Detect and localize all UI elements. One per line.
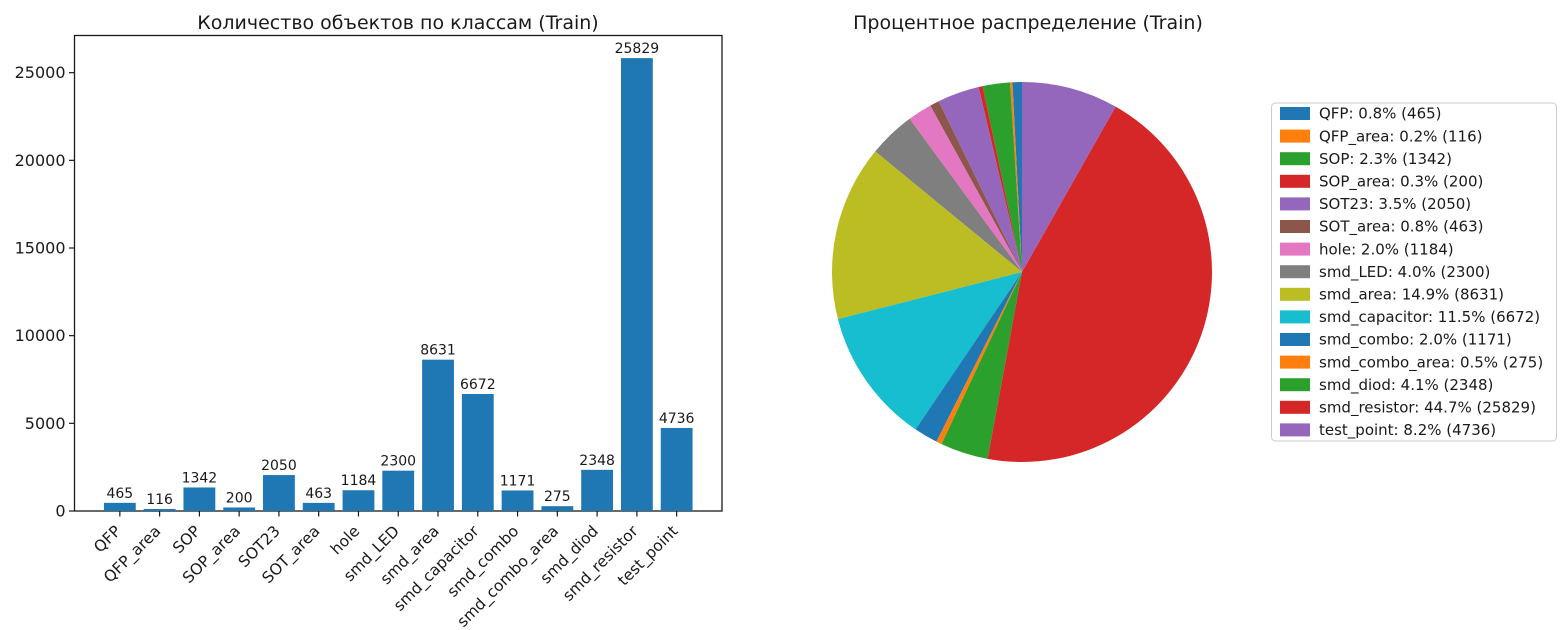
y-tick-label: 5000	[25, 414, 66, 433]
pie-slice-smd_combo	[915, 272, 1022, 442]
legend-entry-test_point: test_point: 8.2% (4736)	[1319, 421, 1496, 440]
bar-value-label: 200	[226, 490, 253, 506]
legend-entry-smd_area: smd_area: 14.9% (8631)	[1319, 286, 1504, 305]
pie-slice-smd_area	[831, 151, 1022, 320]
legend-entry-smd_LED: smd_LED: 4.0% (2300)	[1319, 263, 1490, 282]
pie-slice-SOP	[982, 82, 1022, 272]
bar-value-label: 8631	[420, 343, 456, 359]
legend-entry-SOT23: SOT23: 3.5% (2050)	[1319, 195, 1471, 213]
pie-slice-QFP	[1012, 81, 1022, 272]
legend-entry-SOP_area: SOP_area: 0.3% (200)	[1319, 173, 1483, 192]
bar-value-label: 2050	[261, 458, 297, 474]
pie-slice-SOT_area	[930, 101, 1022, 272]
y-tick-label: 15000	[15, 239, 66, 258]
legend-entry-smd_capacitor: smd_capacitor: 11.5% (6672)	[1319, 308, 1540, 327]
legend-swatch-SOP	[1280, 152, 1310, 166]
legend-entry-hole: hole: 2.0% (1184)	[1319, 240, 1454, 258]
legend-swatch-QFP	[1280, 107, 1310, 120]
legend-swatch-smd_combo_area	[1280, 355, 1310, 369]
pie-slice-QFP_area	[1010, 82, 1022, 273]
bar-smd_combo_area	[541, 506, 574, 511]
pie-slice-SOP_area	[978, 86, 1022, 272]
legend-swatch-QFP_area	[1280, 129, 1310, 143]
legend-swatch-SOP_area	[1280, 174, 1310, 188]
bar-smd_capacitor	[461, 394, 494, 511]
bar-value-label: 2348	[579, 453, 615, 469]
bar-SOT23	[263, 475, 295, 511]
legend-swatch-smd_diod	[1280, 378, 1310, 392]
legend-swatch-smd_area	[1280, 287, 1310, 301]
bar-value-label: 25829	[615, 41, 660, 57]
legend-swatch-smd_LED	[1280, 265, 1310, 279]
legend-entry-smd_combo: smd_combo: 2.0% (1171)	[1319, 331, 1512, 350]
pie-slice-smd_diod	[941, 272, 1022, 459]
legend-entry-smd_resistor: smd_resistor: 44.7% (25829)	[1319, 399, 1536, 418]
bar-value-label: 465	[106, 486, 133, 502]
legend-swatch-test_point	[1280, 423, 1310, 437]
pie-slice-smd_capacitor	[837, 272, 1022, 430]
pie-slice-SOT23	[938, 87, 1022, 272]
bar-test_point	[660, 427, 693, 511]
bar-QFP_area	[143, 508, 176, 511]
bar-value-label: 275	[544, 489, 571, 505]
bar-value-label: 1342	[182, 470, 218, 486]
bar-value-label: 463	[305, 486, 332, 502]
pie-chart-title: Процентное распределение (Train)	[853, 12, 1203, 34]
legend-entry-smd_combo_area: smd_combo_area: 0.5% (275)	[1319, 353, 1543, 372]
y-tick-label: 20000	[15, 151, 66, 170]
bar-smd_combo	[501, 490, 534, 511]
pie-slice-smd_combo_area	[936, 272, 1022, 445]
pie-slice-test_point	[1022, 82, 1116, 272]
bar-chart: 0500010000150002000025000465QFP116QFP_ar…	[15, 34, 723, 630]
bar-value-label: 6672	[460, 377, 496, 393]
bar-smd_diod	[581, 469, 614, 511]
bar-smd_LED	[382, 470, 415, 511]
legend-swatch-SOT23	[1280, 197, 1310, 211]
y-tick-label: 25000	[15, 63, 66, 82]
bar-value-label: 1184	[341, 473, 377, 489]
legend-entry-SOP: SOP: 2.3% (1342)	[1319, 150, 1452, 168]
legend-swatch-SOT_area	[1280, 220, 1310, 233]
bar-value-label: 116	[146, 492, 173, 508]
bar-value-label: 1171	[500, 473, 536, 489]
x-tick-label: SOP	[169, 522, 204, 557]
legend-entry-SOT_area: SOT_area: 0.8% (463)	[1319, 218, 1483, 237]
bar-smd_area	[422, 359, 454, 511]
y-tick-label: 10000	[15, 326, 66, 345]
legend-swatch-smd_capacitor	[1280, 310, 1310, 324]
legend-swatch-hole	[1280, 242, 1310, 256]
legend-entry-QFP_area: QFP_area: 0.2% (116)	[1319, 127, 1482, 146]
bar-SOT_area	[302, 502, 335, 511]
pie-slice-hole	[909, 105, 1022, 272]
pie-chart	[831, 81, 1213, 463]
x-tick-label: hole	[327, 522, 363, 558]
bar-hole	[342, 490, 375, 511]
bar-SOP	[183, 487, 216, 511]
bar-SOP_area	[223, 507, 256, 511]
bar-QFP	[103, 502, 136, 511]
legend-entry-QFP: QFP: 0.8% (465)	[1319, 105, 1442, 123]
pie-legend: QFP: 0.8% (465) QFP_area: 0.2% (116) SOP: …	[1271, 102, 1557, 442]
bar-value-label: 4736	[659, 411, 695, 427]
y-tick-label: 0	[55, 502, 65, 521]
bar-smd_resistor	[620, 58, 653, 511]
legend-swatch-smd_combo	[1280, 333, 1310, 346]
pie-slice-smd_LED	[875, 118, 1022, 272]
legend-entry-smd_diod: smd_diod: 4.1% (2348)	[1319, 376, 1493, 395]
pie-slice-smd_resistor	[987, 106, 1213, 463]
legend-box	[1271, 102, 1557, 442]
x-tick-label: QFP	[90, 522, 124, 556]
legend-swatch-smd_resistor	[1280, 400, 1310, 414]
bar-value-label: 2300	[380, 454, 416, 470]
bar-chart-title: Количество объектов по классам (Train)	[197, 12, 598, 34]
